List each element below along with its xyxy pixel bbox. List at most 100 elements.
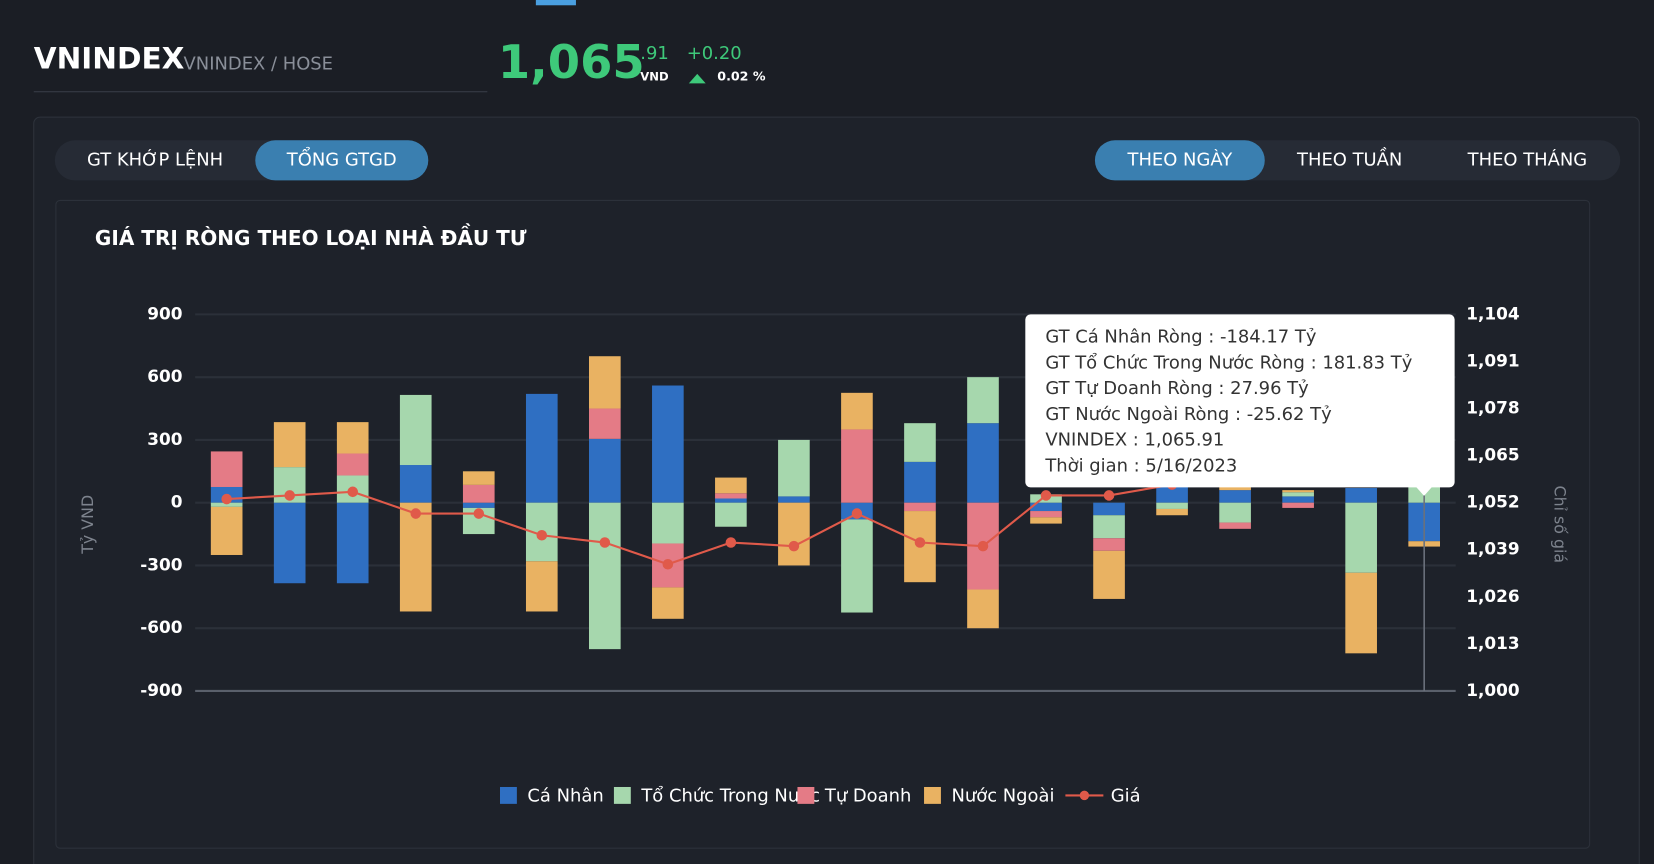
- y-tick-label: 0: [171, 492, 183, 512]
- price-point: [788, 540, 800, 552]
- y2-tick-label: 1,000: [1466, 680, 1519, 700]
- bar-segment: [967, 377, 999, 424]
- currency: VND: [640, 70, 669, 84]
- price-point: [347, 486, 358, 498]
- y2-tick-label: 1,104: [1466, 303, 1519, 323]
- chart-title: GIÁ TRỊ RÒNG THEO LOẠI NHÀ ĐẦU TƯ: [95, 224, 527, 250]
- price-decimal: .91: [640, 43, 669, 64]
- bar-segment: [652, 385, 684, 503]
- bar-segment: [273, 422, 306, 468]
- up-arrow: [688, 73, 706, 84]
- bar-segment: [778, 496, 810, 503]
- tab-label[interactable]: THEO TUẦN: [1296, 146, 1402, 170]
- tab-label[interactable]: TỔNG GTGD: [286, 146, 397, 170]
- legend-label[interactable]: Tổ Chức Trong Nước: [640, 785, 820, 806]
- y-tick-label: 900: [147, 303, 182, 323]
- bar-segment: [210, 506, 243, 555]
- y2-tick-label: 1,026: [1466, 586, 1519, 606]
- tooltip-line: GT Cá Nhân Ròng : -184.17 Tỷ: [1045, 327, 1316, 348]
- tooltip-line: GT Tổ Chức Trong Nước Ròng : 181.83 Tỷ: [1045, 352, 1412, 373]
- tooltip-line: GT Tự Doanh Ròng : 27.96 Tỷ: [1045, 378, 1309, 399]
- legend-swatch-dot: [1079, 790, 1090, 801]
- bar-segment: [1219, 522, 1251, 529]
- bar-segment: [904, 502, 936, 512]
- price-point: [284, 490, 295, 501]
- bar-segment: [399, 394, 432, 466]
- bar-segment: [1345, 502, 1377, 573]
- bar-segment: [399, 502, 432, 612]
- price-point: [662, 558, 674, 570]
- y-tick-label: -600: [140, 617, 182, 637]
- bar-segment: [210, 502, 243, 507]
- price-point: [410, 508, 422, 519]
- price-point: [1103, 490, 1115, 501]
- bar-segment: [1219, 490, 1251, 503]
- bar-segment: [1093, 502, 1125, 516]
- bar-segment: [336, 453, 369, 476]
- symbol: VNINDEX: [34, 42, 185, 76]
- bar-segment: [778, 439, 810, 497]
- bar-segment: [399, 465, 432, 503]
- top-indicator: [535, 0, 576, 6]
- legend-label[interactable]: Cá Nhân: [527, 785, 603, 806]
- y-tick-label: -300: [140, 554, 182, 574]
- tooltip-pointer: [1415, 486, 1433, 496]
- legend-swatch[interactable]: [499, 786, 517, 804]
- bar-segment: [904, 461, 936, 503]
- legend-swatch[interactable]: [613, 786, 631, 804]
- bar-segment: [1030, 502, 1062, 512]
- bar-segment: [336, 502, 369, 584]
- bar-segment: [967, 589, 999, 629]
- exchange: VNINDEX / HOSE: [184, 53, 333, 74]
- bar-segment: [1345, 488, 1377, 503]
- bar-segment: [1282, 492, 1314, 497]
- tab-active[interactable]: [255, 140, 429, 181]
- tooltip-box: [1025, 314, 1455, 488]
- tooltip-line: Thời gian : 5/16/2023: [1044, 455, 1237, 476]
- y-tick-label: 600: [147, 366, 182, 386]
- tooltip-line: VNINDEX : 1,065.91: [1045, 430, 1224, 451]
- legend-swatch[interactable]: [924, 786, 941, 804]
- bar-segment: [652, 587, 684, 619]
- bar-segment: [715, 493, 747, 499]
- bar-segment: [1219, 502, 1251, 523]
- bar-segment: [1156, 485, 1188, 503]
- tab-label[interactable]: THEO NGÀY: [1127, 148, 1233, 170]
- bar-segment: [589, 502, 621, 650]
- y-tick-label: -900: [140, 680, 182, 700]
- bar-segment: [715, 477, 747, 494]
- y-axis-label: Tỷ VND: [78, 495, 97, 555]
- price-point: [914, 537, 926, 548]
- change-pct: 0.02 %: [717, 69, 766, 84]
- bar-segment: [1345, 572, 1377, 654]
- y2-tick-label: 1,091: [1466, 350, 1519, 370]
- y2-tick-label: 1,078: [1466, 398, 1519, 418]
- legend-label[interactable]: Nước Ngoài: [951, 785, 1054, 806]
- legend-label[interactable]: Tự Doanh: [824, 785, 911, 806]
- bar-segment: [652, 502, 684, 544]
- legend-label[interactable]: Giá: [1111, 785, 1141, 806]
- y2-tick-label: 1,052: [1466, 492, 1519, 512]
- bar-segment: [841, 392, 873, 430]
- tab-label[interactable]: GT KHỚP LỆNH: [87, 148, 223, 170]
- bar-segment: [967, 423, 999, 503]
- bar-segment: [715, 498, 747, 503]
- bar-segment: [210, 451, 243, 487]
- price-point: [1040, 490, 1052, 501]
- tab-label[interactable]: THEO THÁNG: [1467, 148, 1588, 170]
- price-point: [725, 537, 737, 548]
- y2-tick-label: 1,065: [1466, 445, 1519, 465]
- price-point: [977, 540, 989, 552]
- bar-segment: [1282, 496, 1314, 503]
- y2-tick-label: 1,039: [1466, 539, 1519, 559]
- price: 1,065: [498, 35, 645, 89]
- tab-active[interactable]: [1094, 140, 1265, 181]
- legend-swatch[interactable]: [797, 786, 815, 804]
- bar-segment: [1156, 502, 1188, 509]
- price-point: [536, 529, 548, 541]
- bar-segment: [462, 471, 495, 485]
- bar-segment: [715, 502, 747, 527]
- bar-segment: [1093, 550, 1125, 599]
- bar-segment: [904, 423, 936, 462]
- bar-segment: [589, 438, 621, 503]
